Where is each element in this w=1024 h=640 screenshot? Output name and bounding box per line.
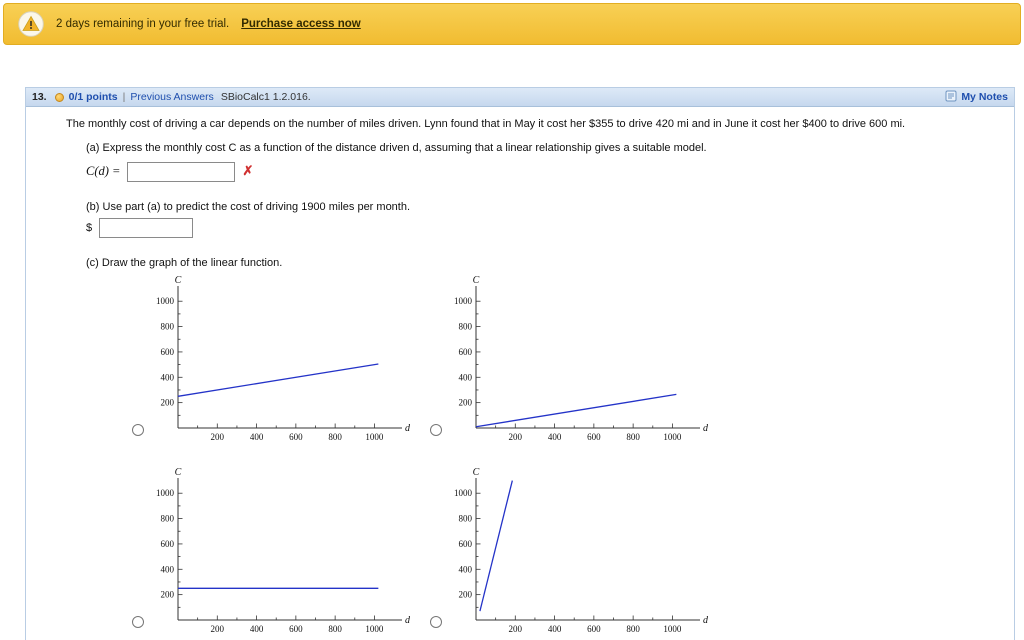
dollar-label: $ xyxy=(86,221,93,234)
question-body: The monthly cost of driving a car depend… xyxy=(26,107,1014,640)
svg-text:400: 400 xyxy=(250,624,264,634)
warning-icon xyxy=(18,11,44,37)
svg-text:200: 200 xyxy=(459,398,473,408)
part-a-answer-row: C(d) = ✗ xyxy=(86,161,1000,182)
header-separator: | xyxy=(122,91,126,103)
svg-text:600: 600 xyxy=(289,624,303,634)
svg-text:800: 800 xyxy=(161,322,175,332)
svg-text:600: 600 xyxy=(587,624,601,634)
part-b-answer-row: $ xyxy=(86,217,1000,238)
my-notes-icon xyxy=(945,90,957,105)
svg-text:1000: 1000 xyxy=(365,624,384,634)
points-status-icon xyxy=(54,92,64,102)
svg-text:200: 200 xyxy=(509,432,523,442)
cd-label: C(d) = xyxy=(86,164,121,179)
purchase-access-link[interactable]: Purchase access now xyxy=(241,18,361,30)
svg-text:800: 800 xyxy=(459,514,473,524)
svg-text:200: 200 xyxy=(211,624,225,634)
question-panel: 13. 0/1 points | Previous Answers SBioCa… xyxy=(25,87,1015,640)
svg-text:400: 400 xyxy=(459,372,473,382)
svg-text:C: C xyxy=(175,467,182,478)
svg-text:C: C xyxy=(473,467,480,478)
svg-text:C: C xyxy=(175,275,182,286)
graph-option-4-radio[interactable] xyxy=(430,616,442,629)
svg-text:400: 400 xyxy=(548,432,562,442)
svg-text:600: 600 xyxy=(587,432,601,442)
svg-text:200: 200 xyxy=(509,624,523,634)
part-b-text: (b) Use part (a) to predict the cost of … xyxy=(86,200,411,213)
svg-text:400: 400 xyxy=(250,432,264,442)
previous-answers-link[interactable]: Previous Answers xyxy=(130,91,214,103)
svg-text:200: 200 xyxy=(459,590,473,600)
svg-text:400: 400 xyxy=(161,372,175,382)
trial-text: 2 days remaining in your free trial. xyxy=(56,18,230,30)
incorrect-mark-icon: ✗ xyxy=(242,163,254,179)
svg-text:1000: 1000 xyxy=(156,488,175,498)
graph-option-2-radio[interactable] xyxy=(430,424,442,437)
svg-text:200: 200 xyxy=(161,590,175,600)
svg-text:d: d xyxy=(405,423,411,434)
svg-text:1000: 1000 xyxy=(365,432,384,442)
svg-text:400: 400 xyxy=(548,624,562,634)
question-source: SBioCalc1 1.2.016. xyxy=(220,91,311,103)
svg-text:1000: 1000 xyxy=(663,624,682,634)
svg-text:200: 200 xyxy=(161,398,175,408)
svg-text:400: 400 xyxy=(459,564,473,574)
svg-text:1000: 1000 xyxy=(454,296,473,306)
points-label: 0/1 points xyxy=(68,91,118,103)
svg-text:200: 200 xyxy=(211,432,225,442)
svg-text:1000: 1000 xyxy=(156,296,175,306)
svg-text:d: d xyxy=(405,615,411,626)
graph-option-3-radio[interactable] xyxy=(132,616,144,629)
answer-b-input[interactable] xyxy=(99,217,194,238)
trial-banner: 2 days remaining in your free trial. Pur… xyxy=(3,3,1021,45)
question-text: The monthly cost of driving a car depend… xyxy=(66,118,906,130)
svg-text:800: 800 xyxy=(328,624,342,634)
svg-text:400: 400 xyxy=(161,564,175,574)
svg-text:800: 800 xyxy=(626,432,640,442)
graph-option-1-radio[interactable] xyxy=(132,424,144,437)
question-number: 13. xyxy=(32,91,47,103)
question-header: 13. 0/1 points | Previous Answers SBioCa… xyxy=(26,88,1014,107)
svg-text:800: 800 xyxy=(459,322,473,332)
svg-text:600: 600 xyxy=(161,347,175,357)
svg-text:600: 600 xyxy=(459,347,473,357)
svg-text:600: 600 xyxy=(459,539,473,549)
svg-text:1000: 1000 xyxy=(663,432,682,442)
svg-text:1000: 1000 xyxy=(454,488,473,498)
svg-text:600: 600 xyxy=(161,539,175,549)
part-c-text: (c) Draw the graph of the linear functio… xyxy=(86,256,283,269)
svg-text:d: d xyxy=(703,615,709,626)
svg-text:800: 800 xyxy=(161,514,175,524)
part-a-text: (a) Express the monthly cost C as a func… xyxy=(86,142,707,155)
answer-a-input[interactable] xyxy=(127,161,236,182)
svg-text:C: C xyxy=(473,275,480,286)
svg-text:600: 600 xyxy=(289,432,303,442)
my-notes-link[interactable]: My Notes xyxy=(961,91,1008,103)
svg-text:800: 800 xyxy=(328,432,342,442)
svg-text:d: d xyxy=(703,423,709,434)
svg-text:800: 800 xyxy=(626,624,640,634)
